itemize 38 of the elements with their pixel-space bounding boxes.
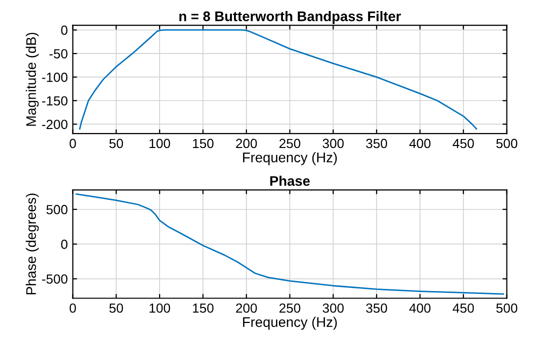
y-tick-label: 0 bbox=[61, 240, 68, 249]
y-tick-label: -200 bbox=[42, 120, 68, 130]
x-tick-label: 100 bbox=[150, 303, 170, 313]
y-tick-label: 0 bbox=[61, 26, 68, 35]
chart-title: Phase bbox=[270, 176, 310, 186]
x-axis-title: Frequency (Hz) bbox=[243, 152, 337, 166]
y-tick-label: -100 bbox=[42, 72, 68, 82]
x-tick-label: 350 bbox=[366, 138, 388, 148]
x-tick-label: 50 bbox=[109, 138, 124, 148]
x-tick-label: 100 bbox=[150, 138, 170, 148]
x-tick-label: 200 bbox=[236, 138, 257, 148]
chart-title: n = 8 Butterworth Bandpass Filter bbox=[179, 11, 401, 24]
x-tick-label: 300 bbox=[322, 138, 344, 148]
y-tick-label: -150 bbox=[42, 96, 68, 106]
x-axis-title: Frequency (Hz) bbox=[243, 316, 337, 330]
x-tick-label: 0 bbox=[70, 138, 76, 148]
y-axis-title: Phase (degrees) bbox=[26, 194, 39, 294]
x-tick-label: 400 bbox=[409, 138, 430, 148]
x-tick-label: 250 bbox=[279, 303, 300, 313]
x-tick-label: 500 bbox=[496, 138, 518, 148]
line-series bbox=[76, 193, 504, 295]
y-axis-title: Magnitude (dB) bbox=[26, 32, 39, 126]
x-tick-label: 350 bbox=[366, 303, 388, 313]
x-tick-label: 150 bbox=[193, 138, 214, 148]
x-tick-label: 50 bbox=[109, 303, 124, 313]
x-tick-label: 450 bbox=[452, 303, 474, 313]
y-tick-label: -50 bbox=[49, 49, 68, 58]
x-tick-label: 400 bbox=[409, 303, 430, 313]
x-tick-label: 450 bbox=[452, 138, 474, 148]
x-tick-label: 0 bbox=[70, 303, 76, 313]
x-tick-label: 150 bbox=[193, 303, 214, 313]
x-tick-label: 200 bbox=[236, 303, 257, 313]
x-tick-label: 300 bbox=[322, 303, 344, 313]
y-tick-label: -500 bbox=[42, 274, 68, 284]
x-tick-label: 250 bbox=[279, 138, 300, 148]
line-series bbox=[79, 29, 478, 130]
x-tick-label: 500 bbox=[496, 303, 518, 313]
y-tick-label: 500 bbox=[46, 204, 68, 214]
